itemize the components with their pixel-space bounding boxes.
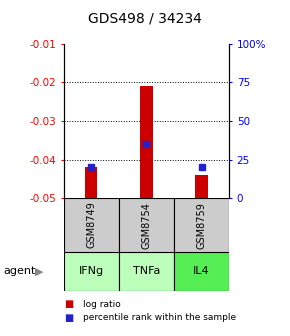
Text: IFNg: IFNg: [79, 266, 104, 276]
Text: GSM8754: GSM8754: [142, 202, 151, 249]
Text: IL4: IL4: [193, 266, 210, 276]
Text: ■: ■: [64, 299, 73, 309]
Text: TNFa: TNFa: [133, 266, 160, 276]
Text: GSM8759: GSM8759: [197, 202, 206, 249]
Bar: [119, 252, 174, 291]
Text: GDS498 / 34234: GDS498 / 34234: [88, 12, 202, 26]
Bar: [64, 252, 119, 291]
Bar: [85, 167, 97, 198]
Text: percentile rank within the sample: percentile rank within the sample: [83, 313, 236, 322]
Text: log ratio: log ratio: [83, 300, 120, 308]
Bar: [174, 198, 229, 252]
Bar: [119, 198, 174, 252]
Text: ■: ■: [64, 312, 73, 323]
Bar: [174, 252, 229, 291]
Text: GSM8749: GSM8749: [86, 202, 96, 249]
Bar: [195, 175, 208, 198]
Bar: [140, 86, 153, 198]
Text: agent: agent: [3, 266, 35, 276]
Text: ▶: ▶: [35, 266, 44, 276]
Bar: [64, 198, 119, 252]
